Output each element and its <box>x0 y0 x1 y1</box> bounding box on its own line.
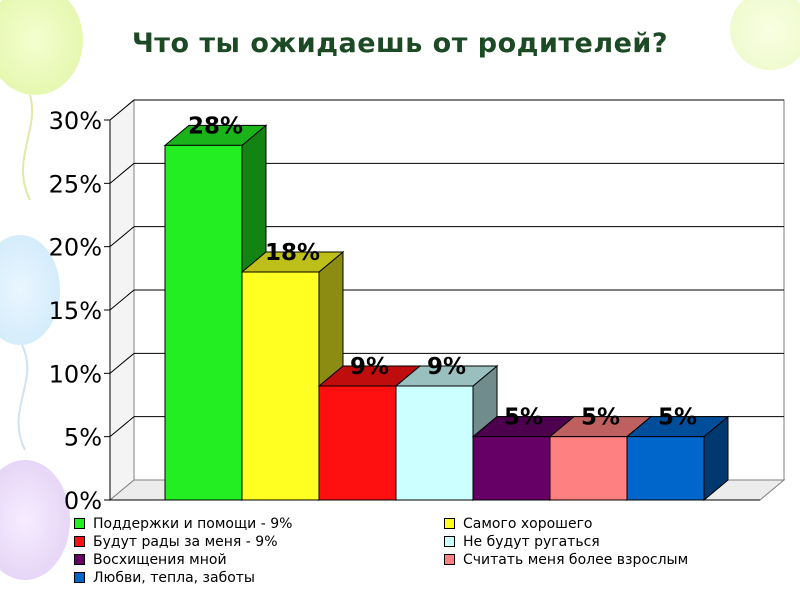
bar: 5% <box>625 405 730 502</box>
bar: 9% <box>394 354 499 502</box>
bar-front <box>318 385 397 501</box>
legend-swatch <box>74 518 85 529</box>
legend-label: Не будут ругаться <box>463 533 600 550</box>
chart-legend: Поддержки и помощи - 9% Самого хорошего Бу… <box>74 515 774 586</box>
legend-swatch <box>444 536 455 547</box>
legend-item: Самого хорошего <box>444 515 774 532</box>
y-tick-label: 20% <box>49 234 102 262</box>
balloon-string <box>21 94 34 201</box>
data-label: 5% <box>581 405 620 431</box>
data-label: 9% <box>427 354 466 380</box>
gridline-side <box>109 352 135 374</box>
balloon-shape <box>0 460 70 580</box>
balloon-shape <box>730 0 800 70</box>
data-label: 18% <box>265 240 320 266</box>
legend-swatch <box>74 554 85 565</box>
data-label: 9% <box>350 354 389 380</box>
data-label: 28% <box>188 113 243 139</box>
data-label: 5% <box>504 405 543 431</box>
legend-item: Любви, тепла, заботы <box>74 569 444 586</box>
legend-item: Считать меня более взрослым <box>444 551 774 568</box>
y-tick-label: 15% <box>49 297 102 325</box>
bar-front <box>472 436 551 501</box>
gridline-side <box>109 226 135 248</box>
data-label: 5% <box>658 405 697 431</box>
gridline-side <box>109 416 135 438</box>
legend-item: Будут рады за меня - 9% <box>74 533 444 550</box>
y-tick-label: 0% <box>64 487 102 515</box>
legend-swatch <box>74 572 85 583</box>
bar-front <box>164 144 243 501</box>
legend-label: Любви, тепла, заботы <box>93 569 255 586</box>
legend-swatch <box>444 518 455 529</box>
gridline-side <box>109 99 135 121</box>
bar-front <box>549 436 628 501</box>
balloon-shape <box>0 0 83 95</box>
legend-label: Восхищения мной <box>93 551 227 568</box>
bar-front <box>626 436 705 501</box>
y-tick-label: 10% <box>49 360 102 388</box>
bar: 9% <box>317 354 422 502</box>
gridline-side <box>109 162 135 184</box>
legend-label: Будут рады за меня - 9% <box>93 533 278 550</box>
legend-swatch <box>444 554 455 565</box>
y-tick-label: 25% <box>49 170 102 198</box>
gridline-side <box>109 289 135 311</box>
legend-label: Самого хорошего <box>463 515 593 532</box>
y-tick-label: 5% <box>64 424 102 452</box>
page-title: Что ты ожидаешь от родителей? <box>131 28 669 59</box>
legend-swatch <box>74 536 85 547</box>
balloon-string <box>17 344 29 451</box>
bar-front <box>241 271 320 501</box>
balloon-shape <box>0 235 60 345</box>
legend-label: Считать меня более взрослым <box>463 551 689 568</box>
legend-item: Поддержки и помощи - 9% <box>74 515 444 532</box>
legend-item: Восхищения мной <box>74 551 444 568</box>
bar-front <box>395 385 474 501</box>
y-tick-label: 30% <box>49 107 102 135</box>
legend-item: Не будут ругаться <box>444 533 774 550</box>
legend-label: Поддержки и помощи - 9% <box>93 515 293 532</box>
